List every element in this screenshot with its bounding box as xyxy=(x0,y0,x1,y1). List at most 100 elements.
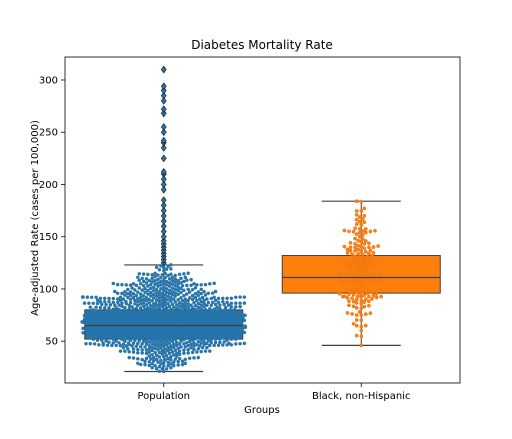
swarm-point xyxy=(84,341,88,346)
swarm-point xyxy=(176,278,180,283)
swarm-point xyxy=(345,247,350,252)
swarm-point xyxy=(218,337,222,341)
swarm-point xyxy=(127,355,131,360)
swarm-point xyxy=(157,306,162,310)
outlier-point xyxy=(161,107,166,112)
swarm-point xyxy=(236,335,241,339)
swarm-point xyxy=(180,318,185,322)
swarm-point xyxy=(170,339,175,343)
swarm-point xyxy=(150,280,154,284)
swarm-point xyxy=(371,271,376,276)
swarm-point xyxy=(206,300,211,305)
swarm-point xyxy=(177,320,182,324)
swarm-point xyxy=(363,239,368,243)
swarm-point xyxy=(163,310,167,314)
swarm-point xyxy=(141,300,146,305)
swarm-point xyxy=(354,217,359,222)
swarm-point xyxy=(186,305,190,309)
swarm-point xyxy=(202,339,206,344)
swarm-point xyxy=(218,303,222,307)
swarm-point xyxy=(235,318,239,323)
swarm-point xyxy=(190,338,195,342)
swarm-point xyxy=(85,295,90,299)
swarm-point xyxy=(147,350,152,354)
swarm-point xyxy=(143,345,147,349)
swarm-point xyxy=(151,308,156,313)
swarm-point xyxy=(123,293,127,297)
swarm-point xyxy=(160,301,165,306)
swarm-point xyxy=(351,258,356,263)
swarm-point xyxy=(206,328,211,332)
swarm-point xyxy=(348,241,353,245)
swarm-point xyxy=(82,313,87,318)
swarm-point xyxy=(173,300,178,304)
swarm-point xyxy=(192,321,196,325)
swarm-point xyxy=(164,367,169,371)
swarm-point xyxy=(193,295,198,300)
series-1 xyxy=(281,199,441,348)
swarm-point xyxy=(113,317,118,322)
swarm-point xyxy=(88,305,93,309)
swarm-point xyxy=(215,305,219,310)
swarm-point xyxy=(359,313,364,318)
swarm-point xyxy=(187,339,192,344)
swarm-point xyxy=(221,343,225,347)
swarm-point xyxy=(102,306,107,310)
outlier-point xyxy=(161,84,166,89)
swarm-point xyxy=(123,335,127,340)
swarm-point xyxy=(194,327,198,332)
swarm-point xyxy=(137,286,142,290)
swarm-point xyxy=(210,291,215,295)
swarm-point xyxy=(363,323,368,328)
swarm-point xyxy=(170,350,175,354)
swarm-point xyxy=(141,333,146,337)
x-axis-label: Groups xyxy=(244,405,280,416)
swarm-point xyxy=(199,341,203,345)
swarm-point xyxy=(141,279,146,284)
swarm-point xyxy=(111,307,116,311)
swarm-point xyxy=(190,293,195,298)
swarm-point xyxy=(354,222,359,226)
swarm-point xyxy=(367,278,372,282)
outlier-point xyxy=(161,182,166,187)
swarm-point xyxy=(166,327,170,331)
swarm-point xyxy=(151,305,156,309)
swarm-point xyxy=(356,251,361,256)
swarm-point xyxy=(218,329,222,334)
swarm-point xyxy=(114,309,118,314)
swarm-point xyxy=(179,345,183,349)
swarm-point xyxy=(190,287,195,292)
swarm-point xyxy=(124,283,129,287)
swarm-point xyxy=(170,282,175,286)
swarm-point xyxy=(150,332,154,336)
swarm-point xyxy=(131,350,136,354)
swarm-point xyxy=(183,319,188,324)
outlier-point xyxy=(161,234,166,239)
swarm-point xyxy=(215,331,219,335)
swarm-point xyxy=(124,344,129,348)
swarm-point xyxy=(157,364,162,369)
swarm-point xyxy=(87,301,91,305)
swarm-point xyxy=(242,330,247,335)
swarm-point xyxy=(146,284,150,288)
swarm-point xyxy=(147,360,152,364)
swarm-point xyxy=(114,339,118,343)
swarm-point xyxy=(377,279,381,284)
swarm-point xyxy=(156,341,160,345)
swarm-point xyxy=(134,314,139,319)
swarm-point xyxy=(136,320,140,325)
swarm-point xyxy=(213,289,218,294)
swarm-point xyxy=(359,298,364,303)
swarm-point xyxy=(209,337,214,342)
swarm-point xyxy=(177,304,182,308)
swarm-point xyxy=(189,342,193,347)
swarm-point xyxy=(167,338,172,342)
swarm-point xyxy=(110,317,114,322)
swarm-point xyxy=(343,294,347,299)
swarm-point xyxy=(353,236,357,241)
swarm-point xyxy=(143,359,147,364)
swarm-point xyxy=(136,347,140,352)
swarm-point xyxy=(160,273,165,277)
swarm-point xyxy=(208,312,212,317)
swarm-point xyxy=(363,287,368,292)
